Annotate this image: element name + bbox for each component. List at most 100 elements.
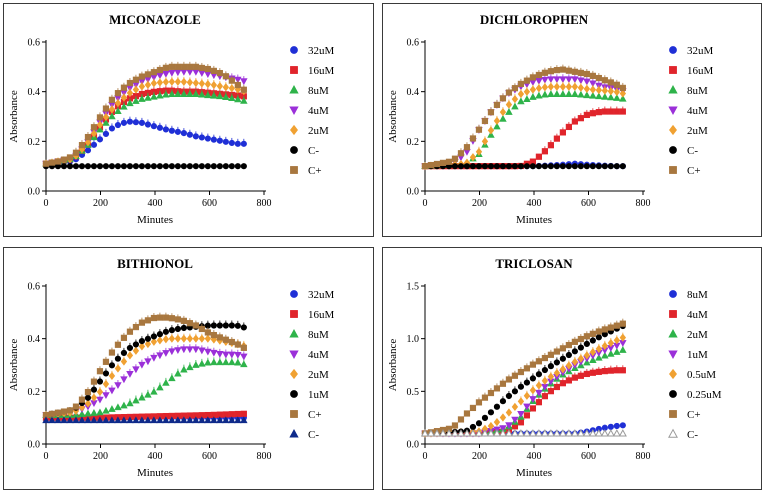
bithionol-point-8um [150, 387, 158, 395]
bithionol-point-4um [126, 371, 134, 378]
bithionol-point-4um [180, 346, 188, 354]
triclosan-point-0-5um [517, 397, 525, 406]
dichlorophen-point-c [505, 89, 513, 96]
triclosan-point-c [517, 368, 525, 376]
bithionol-xlabel: Minutes [137, 467, 173, 479]
miconazole-point-32um [180, 129, 187, 137]
bithionol-point-c [168, 315, 175, 322]
triclosan-point-0-25um [469, 423, 477, 431]
dichlorophen-point-8um [541, 90, 549, 98]
miconazole-point-c [156, 66, 164, 74]
miconazole-point-c [138, 163, 146, 170]
bithionol-point-8um [204, 358, 212, 366]
miconazole-point-2um [144, 80, 152, 90]
triclosan-point-c [546, 429, 555, 437]
dichlorophen-series-c [421, 64, 626, 170]
dichlorophen-point-c [535, 163, 543, 170]
miconazole-point-c [186, 163, 193, 170]
dichlorophen-point-8um [607, 93, 615, 101]
dichlorophen-point-c [493, 101, 501, 108]
dichlorophen-point-c [571, 68, 578, 75]
bithionol-point-2um [192, 334, 200, 343]
miconazole-point-8um [204, 91, 212, 99]
dichlorophen-point-c [523, 163, 531, 170]
dichlorophen-point-c [583, 163, 590, 170]
bithionol-point-c [138, 319, 146, 326]
miconazole-point-c [120, 84, 128, 91]
dichlorophen-point-c [577, 69, 584, 76]
miconazole-xlabel: Minutes [137, 214, 173, 226]
dichlorophen-point-c [469, 135, 477, 142]
dichlorophen-series-c [421, 163, 626, 170]
dichlorophen-point-16um [577, 115, 584, 122]
triclosan-point-c [426, 429, 436, 437]
miconazole-point-2um [162, 77, 170, 87]
bithionol-ytick-label: 0.0 [28, 440, 41, 451]
triclosan-point-4um [607, 367, 614, 374]
bithionol-title: BITHIONOL [117, 256, 193, 271]
dichlorophen-point-c [523, 77, 531, 84]
dichlorophen-point-c [529, 74, 537, 81]
dichlorophen-point-2um [571, 82, 579, 91]
miconazole-point-c [132, 163, 140, 170]
bithionol-point-4um [216, 351, 224, 358]
bithionol-point-2um [156, 336, 164, 345]
miconazole-legend-label: C+ [308, 165, 322, 177]
triclosan-point-4um [517, 419, 525, 426]
miconazole-point-8um [180, 90, 188, 97]
triclosan-point-c [535, 358, 543, 365]
miconazole-legend-label: 8uM [308, 85, 329, 97]
triclosan-point-0-5um [535, 381, 543, 390]
miconazole-point-c [216, 69, 223, 77]
dichlorophen-point-16um [619, 108, 626, 115]
dichlorophen-point-16um [601, 108, 608, 115]
dichlorophen-legend-label: 32uM [687, 45, 714, 57]
bithionol-point-2um [132, 346, 140, 355]
dichlorophen-point-2um [511, 94, 519, 104]
miconazole-ytick-label: 0.6 [28, 38, 41, 49]
dichlorophen-point-c [451, 155, 459, 162]
miconazole-point-32um [108, 125, 116, 132]
triclosan-point-8um [619, 422, 626, 429]
triclosan-legend-marker-1um [668, 350, 678, 359]
miconazole-point-2um [150, 79, 158, 88]
dichlorophen-point-c [553, 67, 560, 74]
miconazole-point-c [54, 158, 62, 165]
dichlorophen-point-8um [487, 130, 495, 138]
dichlorophen-point-c [487, 109, 495, 116]
triclosan-point-c [463, 410, 471, 417]
triclosan-point-0-5um [571, 357, 579, 366]
triclosan-point-c [468, 429, 478, 437]
dichlorophen-ytick-label: 0.4 [407, 87, 420, 98]
dichlorophen-point-c [559, 66, 566, 73]
bithionol-point-8um [108, 405, 116, 412]
bithionol-point-4um [162, 350, 170, 357]
miconazole-point-32um [120, 119, 128, 126]
bithionol-point-1um [90, 386, 98, 393]
triclosan-point-0-25um [553, 359, 560, 366]
triclosan-point-0-25um [493, 403, 501, 410]
dichlorophen-point-c [493, 163, 501, 170]
bithionol-point-4um [210, 349, 218, 357]
bithionol-point-8um [96, 408, 104, 416]
miconazole-point-2um [120, 93, 128, 102]
triclosan-point-c [469, 404, 477, 412]
miconazole-point-c [210, 163, 217, 170]
dichlorophen-point-4um [571, 76, 579, 84]
bithionol-point-4um [144, 358, 152, 366]
triclosan-point-c [577, 335, 584, 343]
triclosan-legend-marker-c [668, 428, 678, 438]
miconazole-point-2um [198, 79, 206, 88]
dichlorophen-point-2um [559, 82, 567, 91]
bithionol-point-4um [168, 348, 176, 356]
triclosan-point-c [612, 429, 621, 437]
dichlorophen-point-c [457, 163, 465, 170]
triclosan-legend-label: 4uM [687, 309, 708, 321]
dichlorophen-xtick-label: 800 [636, 198, 651, 209]
bithionol-point-16um [234, 410, 241, 418]
bithionol-point-2um [108, 371, 116, 380]
triclosan-point-4um [559, 380, 566, 387]
miconazole-point-32um [222, 138, 229, 145]
miconazole-point-8um [138, 95, 146, 102]
miconazole-legend-marker-4um [289, 106, 299, 115]
